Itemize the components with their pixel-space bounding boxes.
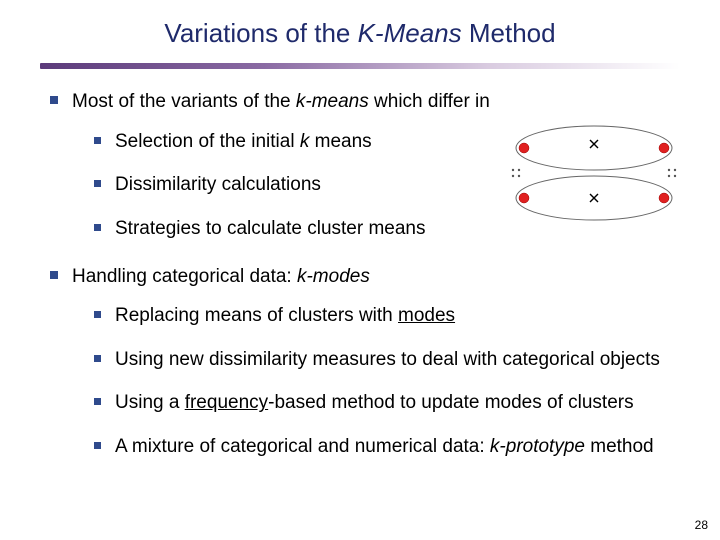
square-bullet-icon [94,137,101,144]
bullet-1-text: Most of the variants of the k-means whic… [72,89,490,115]
bullet-2-text: Handling categorical data: k-modes [72,264,370,290]
sub-2c-text: Using a frequency-based method to update… [115,390,634,416]
bullet2-italic: k-modes [297,266,370,287]
sub1a-italic: k [300,131,310,152]
square-bullet-icon [94,311,101,318]
title-prefix: Variations of the [164,18,357,48]
bullet1-prefix: Most of the variants of the [72,91,296,112]
slide: Variations of the K-Means Method Most of… [0,0,720,540]
title-suffix: Method [462,18,556,48]
sub-2b-text: Using new dissimilarity measures to deal… [115,347,660,373]
sub-2a-text: Replacing means of clusters with modes [115,303,455,329]
bullet2-prefix: Handling categorical data: [72,266,297,287]
bullet-2: Handling categorical data: k-modes [50,264,680,290]
cluster-diagram-svg [504,118,684,228]
sub-1b-text: Dissimilarity calculations [115,172,321,198]
sub-1c-text: Strategies to calculate cluster means [115,216,426,242]
sub2c-prefix: Using a [115,392,185,413]
sub-item-2b: Using new dissimilarity measures to deal… [94,347,680,373]
cluster-diagram [504,118,684,228]
sub2d-prefix: A mixture of categorical and numerical d… [115,436,490,457]
square-bullet-icon [94,180,101,187]
sub-item-2d: A mixture of categorical and numerical d… [94,434,680,460]
sub2a-underline: modes [398,305,455,326]
square-bullet-icon [94,442,101,449]
bullet-1: Most of the variants of the k-means whic… [50,89,680,115]
square-bullet-icon [94,398,101,405]
sub-item-2c: Using a frequency-based method to update… [94,390,680,416]
sub2c-underline: frequency [185,392,268,413]
sub-item-2a: Replacing means of clusters with modes [94,303,680,329]
title-italic: K-Means [358,18,462,48]
slide-title: Variations of the K-Means Method [0,0,720,59]
sub-2d-text: A mixture of categorical and numerical d… [115,434,654,460]
sub1a-suffix: means [309,131,371,152]
sub1a-prefix: Selection of the initial [115,131,300,152]
sub2a-prefix: Replacing means of clusters with [115,305,398,326]
page-number: 28 [695,518,708,532]
sub2d-suffix: method [585,436,654,457]
square-bullet-icon [50,271,58,279]
sub2d-italic: k-prototype [490,436,585,457]
sub-list-2: Replacing means of clusters with modes U… [94,303,680,460]
square-bullet-icon [50,96,58,104]
bullet1-italic: k-means [296,91,369,112]
square-bullet-icon [94,224,101,231]
bullet1-suffix: which differ in [369,91,490,112]
sub-1a-text: Selection of the initial k means [115,129,372,155]
sub2c-suffix: -based method to update modes of cluster… [268,392,633,413]
square-bullet-icon [94,355,101,362]
